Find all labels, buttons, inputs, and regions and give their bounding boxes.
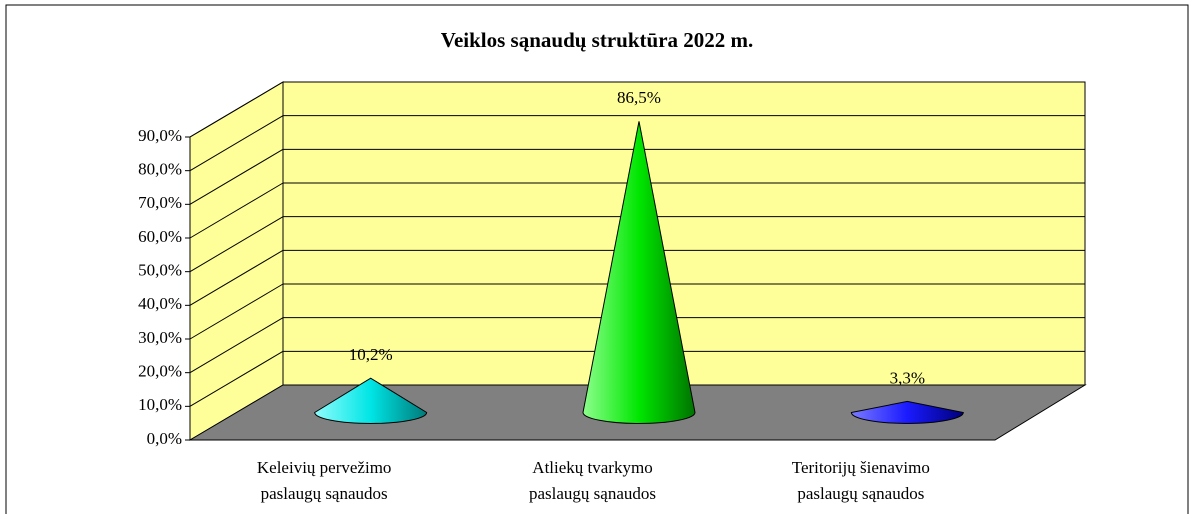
x-tick-label: Atliekų tvarkymo paslaugų sąnaudos [528,458,656,503]
grid-line [189,216,284,273]
y-tick-label: 10,0% [138,395,182,414]
x-tick-label: Keleivių pervežimo paslaugų sąnaudos [256,458,392,503]
y-tick-label: 70,0% [138,193,182,212]
y-tick-label: 60,0% [138,227,182,246]
cone [850,400,964,424]
cone [582,121,696,424]
y-tick-label: 30,0% [138,328,182,347]
data-label: 3,3% [890,368,925,387]
data-label: 86,5% [617,88,661,107]
cone [314,377,428,424]
grid-line [189,182,284,239]
y-tick-label: 50,0% [138,261,182,280]
back-wall [282,81,1086,386]
y-tick-label: 40,0% [138,294,182,313]
x-tick-label: Teritorijų šienavimo paslaugų sąnaudos [791,458,930,503]
y-tick-label: 80,0% [138,160,182,179]
data-label: 10,2% [349,345,393,364]
grid-line [189,148,284,205]
grid-line [189,81,284,138]
y-tick-label: 20,0% [138,362,182,381]
grid-line [189,283,284,340]
chart-title: Veiklos sąnaudų struktūra 2022 m. [441,28,754,52]
grid-line [189,350,284,407]
y-tick-label: 90,0% [138,126,182,145]
grid-line [189,317,284,374]
side-wall [189,81,284,441]
y-tick-label: 0,0% [147,429,182,448]
grid-line [189,249,284,306]
grid-line [189,115,284,172]
